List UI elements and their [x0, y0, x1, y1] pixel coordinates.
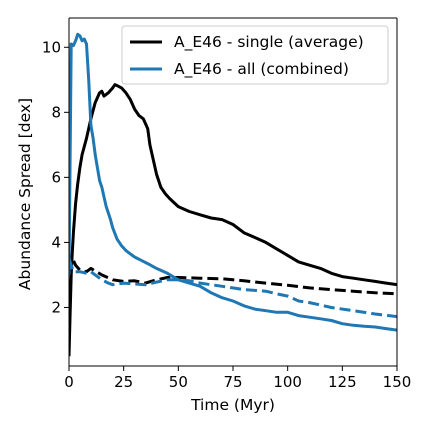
x-tick-label: 0 [64, 373, 74, 391]
series-line-1 [69, 253, 397, 296]
y-tick-label: 8 [51, 103, 61, 121]
x-tick-label: 150 [383, 373, 412, 391]
x-tick-label: 50 [169, 373, 188, 391]
series-layer [69, 32, 397, 357]
legend-label-single: A_E46 - single (average) [174, 33, 364, 52]
y-tick-label: 10 [42, 38, 61, 56]
y-tick-label: 4 [51, 233, 61, 251]
legend: A_E46 - single (average) A_E46 - all (co… [121, 25, 389, 85]
x-tick-label: 100 [273, 373, 302, 391]
series-line-3 [69, 258, 397, 319]
ticks-layer: 0 25 50 75 100 125 150 2 4 6 8 10 [42, 38, 411, 391]
series-line-0 [69, 83, 397, 357]
legend-label-all: A_E46 - all (combined) [174, 60, 349, 79]
x-tick-label: 25 [114, 373, 133, 391]
y-axis-label: Abundance Spread [dex] [16, 98, 34, 290]
series-line-2 [69, 32, 397, 332]
y-tick-label: 6 [51, 168, 61, 186]
legend-box [121, 25, 389, 85]
x-tick-label: 125 [328, 373, 357, 391]
y-tick-label: 2 [51, 298, 61, 316]
x-tick-label: 75 [223, 373, 242, 391]
x-axis-label: Time (Myr) [190, 396, 275, 414]
